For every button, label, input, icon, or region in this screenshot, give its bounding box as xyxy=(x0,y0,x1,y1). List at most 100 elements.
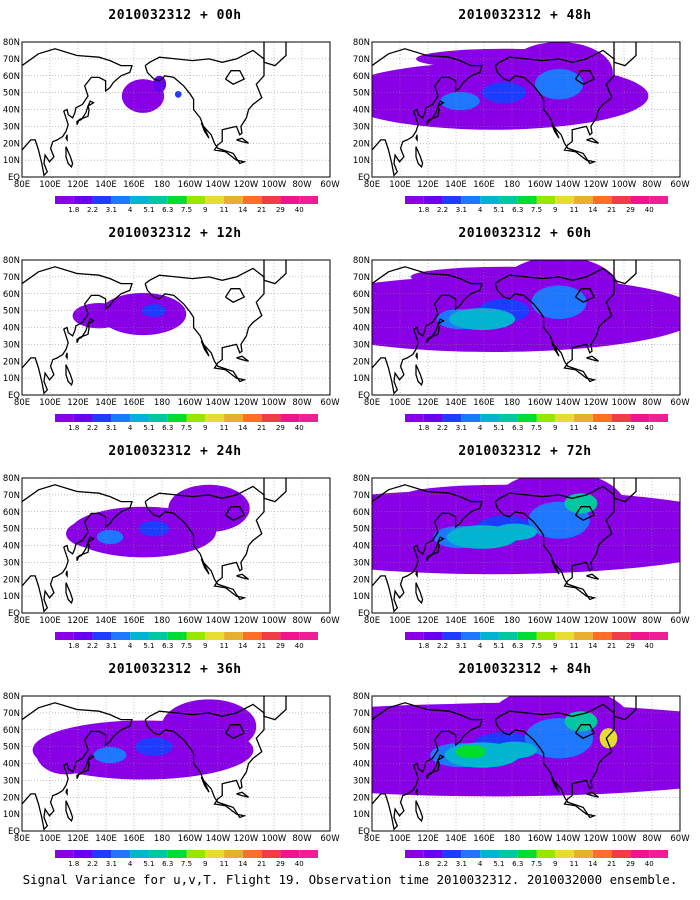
colorbar-label: 21 xyxy=(257,206,266,214)
y-tick-label: 80N xyxy=(353,474,370,484)
y-tick-label: 60N xyxy=(3,290,20,300)
colorbar-label: 5.1 xyxy=(493,206,504,214)
colorbar-label: 14 xyxy=(238,642,247,650)
x-tick-label: 80W xyxy=(642,180,662,190)
variance-blob xyxy=(599,728,618,749)
colorbar-swatch xyxy=(148,414,168,422)
y-tick-label: 50N xyxy=(3,743,20,753)
y-tick-label: 30N xyxy=(3,558,20,568)
colorbar-swatch xyxy=(186,196,206,204)
colorbar-swatch xyxy=(130,850,149,858)
colorbar-label: 29 xyxy=(276,642,285,650)
colorbar-label: 14 xyxy=(238,424,247,432)
map-panel-60h: 2010032312 + 60h 80E 100E 120E 140E 160E 180 1… xyxy=(350,218,700,433)
colorbar-swatch xyxy=(555,632,575,640)
colorbar-swatch xyxy=(461,414,481,422)
colorbar-swatch xyxy=(555,196,575,204)
x-tick-label: 120W xyxy=(584,834,609,844)
y-tick-label: 10N xyxy=(3,156,20,166)
map-panel-36h: 2010032312 + 36h 80E 100E 120E 140E 160E 180 1… xyxy=(0,654,350,869)
y-tick-label: EQ xyxy=(358,173,370,183)
colorbar-label: 14 xyxy=(588,424,597,432)
colorbar-swatch xyxy=(442,414,462,422)
colorbar-swatch xyxy=(148,632,168,640)
map-frame xyxy=(21,695,331,832)
colorbar-label: 14 xyxy=(588,860,597,868)
colorbar-swatch xyxy=(480,850,499,858)
colorbar-swatch xyxy=(498,632,518,640)
colorbar-label: 2.2 xyxy=(87,860,98,868)
x-tick-label: 180 xyxy=(504,616,520,626)
colorbar-swatch xyxy=(592,414,612,422)
y-tick-label: 70N xyxy=(353,55,370,65)
colorbar-swatch xyxy=(649,632,668,640)
x-tick-label: 140E xyxy=(445,834,467,844)
y-tick-label: 70N xyxy=(3,273,20,283)
x-tick-label: 180 xyxy=(154,398,170,408)
variance-blob xyxy=(161,699,257,754)
colorbar-label: 9 xyxy=(553,424,557,432)
variance-blob xyxy=(440,91,480,111)
map-frame xyxy=(371,477,681,614)
variance-blob xyxy=(72,303,126,329)
colorbar-label: 4 xyxy=(478,206,483,214)
y-tick-label: 50N xyxy=(353,307,370,317)
variance-blob xyxy=(36,732,96,775)
colorbar-label: 6.3 xyxy=(512,206,523,214)
colorbar-swatch xyxy=(649,414,668,422)
panel-title: 2010032312 + 36h xyxy=(108,662,242,677)
x-tick-label: 160W xyxy=(528,834,553,844)
x-tick-label: 100W xyxy=(612,616,637,626)
colorbar-label: 9 xyxy=(203,642,207,650)
colorbar-label: 1.8 xyxy=(68,860,79,868)
colorbar-label: 5.1 xyxy=(143,860,154,868)
colorbar-label: 7.5 xyxy=(181,860,192,868)
x-tick-label: 120W xyxy=(234,834,259,844)
coastlines xyxy=(22,260,287,395)
colorbar-swatch xyxy=(480,632,499,640)
colorbar-swatch xyxy=(92,414,112,422)
x-tick-label: 160E xyxy=(123,616,145,626)
colorbar-swatch xyxy=(574,632,593,640)
colorbar-swatch xyxy=(205,632,225,640)
variance-field xyxy=(121,75,182,113)
map-panel-72h: 2010032312 + 72h 80E 100E 120E 140E 160E 180 1… xyxy=(350,436,700,651)
y-tick-label: 10N xyxy=(3,374,20,384)
variance-field xyxy=(372,42,649,130)
panel-title: 2010032312 + 12h xyxy=(108,226,242,241)
colorbar-label: 40 xyxy=(645,206,654,214)
colorbar-swatch xyxy=(224,196,243,204)
colorbar-label: 11 xyxy=(220,642,229,650)
colorbar-label: 40 xyxy=(295,206,304,214)
map-plot: 80E 100E 120E 140E 160E 180 160W 140W 120W 100W 80… xyxy=(3,474,340,650)
x-tick-label: 60W xyxy=(670,398,690,408)
x-tick-label: 140E xyxy=(445,616,467,626)
colorbar-label: 7.5 xyxy=(181,424,192,432)
x-tick-label: 140W xyxy=(206,398,231,408)
x-tick-label: 160E xyxy=(473,834,495,844)
x-tick-label: 160W xyxy=(178,398,203,408)
x-tick-label: 100E xyxy=(39,398,61,408)
y-tick-label: 50N xyxy=(353,525,370,535)
colorbar-swatch xyxy=(405,414,424,422)
y-tick-label: 40N xyxy=(3,542,20,552)
y-tick-label: 70N xyxy=(353,273,370,283)
colorbar-label: 5.1 xyxy=(143,642,154,650)
x-tick-label: 180 xyxy=(154,180,170,190)
variance-blob xyxy=(372,722,464,785)
colorbar-swatch xyxy=(299,850,318,858)
colorbar-label: 6.3 xyxy=(162,860,173,868)
colorbar-swatch xyxy=(280,414,300,422)
x-tick-label: 80W xyxy=(292,834,312,844)
colorbar-swatch xyxy=(405,850,424,858)
x-tick-label: 120E xyxy=(67,398,89,408)
colorbar-swatch xyxy=(592,850,612,858)
colorbar-swatch xyxy=(261,196,281,204)
y-tick-label: 70N xyxy=(3,709,20,719)
colorbar-swatch xyxy=(55,414,74,422)
x-tick-label: 120W xyxy=(234,180,259,190)
y-tick-label: EQ xyxy=(358,391,370,401)
x-tick-label: 120W xyxy=(234,616,259,626)
y-tick-label: 20N xyxy=(3,793,20,803)
x-tick-label: 140W xyxy=(556,398,581,408)
